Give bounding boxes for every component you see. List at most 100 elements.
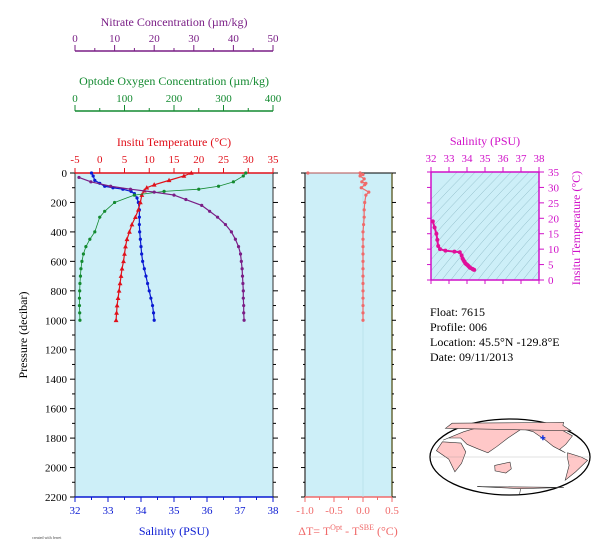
temperature-point: [188, 170, 194, 175]
oxygen-point: [81, 252, 86, 256]
nitrate-tick-label: 30: [188, 33, 200, 45]
delta-t-label-part: SBE: [359, 523, 374, 532]
isopycnal-line: [431, 172, 503, 250]
nitrate-point: [241, 296, 245, 300]
temperature-tick-label: 35: [268, 154, 280, 166]
pressure-tick-label: 1400: [45, 374, 68, 386]
oxygen-point: [103, 209, 107, 213]
delta-t-axis-label: ΔT= TOpt - TSBE (°C): [298, 523, 398, 538]
delta-t-label-part: ΔT= T: [298, 524, 331, 538]
salinity-point: [147, 289, 151, 293]
oxygen-tick-label: 200: [166, 93, 183, 105]
delta-t-point: [306, 171, 310, 175]
oxygen-point: [78, 274, 83, 278]
nitrate-point: [208, 209, 212, 213]
temperature-point: [181, 173, 187, 178]
ts-temperature-tick-label: 5: [548, 260, 554, 272]
isopycnal-line: [468, 198, 539, 280]
temperature-point: [135, 207, 141, 212]
oxygen-point: [78, 281, 82, 286]
temperature-axis-label: Insitu Temperature (°C): [117, 135, 231, 149]
temperature-point: [132, 214, 138, 219]
nitrate-point: [109, 184, 113, 188]
nitrate-tick-label: 50: [268, 33, 280, 45]
ts-point: [434, 231, 439, 236]
temperature-tick-label: -5: [70, 154, 80, 166]
ts-temperature-tick-label: 15: [548, 229, 560, 241]
delta-t-tick-label: 0.0: [356, 505, 370, 517]
isopycnal-line: [441, 172, 539, 280]
oxygen-point: [98, 215, 102, 219]
salinity-tick-label: 37: [235, 505, 247, 517]
oxygen-point: [162, 189, 166, 194]
temperature-point: [114, 302, 120, 308]
delta-t-point: [367, 190, 371, 194]
nitrate-point: [215, 215, 220, 219]
delta-t-point: [360, 180, 364, 184]
float-location: Location: 45.5°N -129.8°E: [430, 335, 560, 349]
nitrate-point: [172, 193, 176, 197]
salinity-point: [137, 222, 141, 227]
ts-point: [438, 247, 442, 252]
temperature-point: [119, 266, 125, 271]
nitrate-point: [229, 230, 234, 234]
temperature-tick-label: 5: [122, 154, 128, 166]
pressure-tick-label: 600: [51, 256, 68, 268]
land-mass: [564, 452, 589, 482]
nitrate-point: [240, 274, 245, 278]
salinity-point: [149, 296, 153, 300]
salinity-point: [151, 311, 156, 315]
delta-t-point: [361, 259, 365, 263]
pressure-tick-label: 2200: [45, 492, 68, 504]
ts-temperature-tick-label: 20: [548, 213, 560, 225]
ts-point: [452, 249, 457, 254]
ts-salinity-tick-label: 38: [534, 153, 546, 165]
salinity-point: [138, 230, 142, 234]
delta-t-tick-label: -0.5: [325, 505, 343, 517]
oxygen-point: [231, 180, 235, 184]
temperature-point: [114, 310, 119, 315]
nitrate-point: [238, 252, 243, 256]
pressure-tick-label: 200: [51, 197, 68, 209]
pressure-tick-label: 1200: [45, 345, 68, 357]
delta-t-point: [358, 174, 362, 178]
isopycnal-line: [522, 259, 539, 280]
nitrate-point: [236, 245, 241, 249]
temperature-point: [144, 185, 150, 190]
oxygen-axis-label: Optode Oxygen Concentration (µm/kg): [79, 74, 269, 88]
ts-point: [457, 250, 462, 255]
delta-t-point: [361, 267, 365, 271]
salinity-tick-label: 34: [136, 505, 148, 517]
ts-point: [436, 244, 441, 249]
delta-t-point: [361, 296, 365, 300]
salinity-point: [142, 267, 146, 271]
ts-salinity-tick-label: 37: [516, 153, 528, 165]
delta-t-point: [361, 245, 365, 249]
oxygen-point: [197, 187, 201, 191]
temperature-point: [118, 273, 124, 278]
isopycnal-line: [495, 228, 539, 280]
nitrate-point: [242, 303, 246, 308]
ts-point: [435, 237, 440, 242]
land-mass: [494, 461, 512, 474]
isopycnal-line: [459, 189, 539, 280]
salinity-point: [93, 178, 97, 182]
oxygen-point: [78, 289, 82, 293]
nitrate-point: [242, 311, 246, 315]
temperature-point: [127, 229, 132, 234]
salinity-tick-label: 33: [103, 505, 115, 517]
salinity-point: [140, 252, 144, 256]
oxygen-point: [77, 296, 82, 300]
temperature-point: [123, 244, 128, 249]
land-mass: [435, 441, 467, 473]
salinity-point: [141, 259, 145, 263]
nitrate-point: [241, 281, 245, 286]
isopycnal-line: [504, 238, 539, 280]
salinity-point: [89, 171, 94, 175]
ts-point: [430, 219, 435, 224]
temperature-point: [122, 251, 127, 256]
oxygen-point: [78, 318, 82, 322]
isopycnal-line: [513, 248, 539, 280]
nitrate-point: [77, 175, 81, 180]
